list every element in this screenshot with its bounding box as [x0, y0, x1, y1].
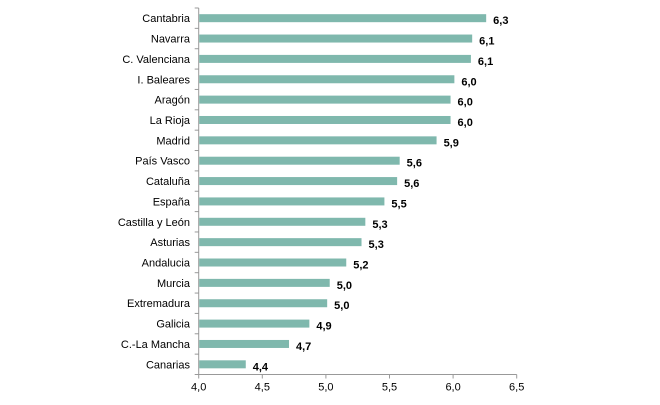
- bar: [199, 54, 471, 63]
- bar: [199, 34, 473, 43]
- x-tick-label: 4,0: [191, 382, 206, 394]
- data-label: 6,1: [478, 56, 493, 68]
- bar: [199, 299, 328, 308]
- data-label: 5,2: [353, 260, 368, 272]
- category-label: Murcia: [157, 278, 191, 290]
- data-label: 5,0: [337, 280, 352, 292]
- bar: [199, 95, 451, 104]
- bar: [199, 177, 398, 186]
- category-label: Asturias: [150, 237, 190, 249]
- x-tick-label: 5,5: [382, 382, 397, 394]
- x-tick-label: 5,0: [318, 382, 333, 394]
- bar: [199, 14, 487, 23]
- bar: [199, 156, 400, 165]
- category-label: Andalucia: [142, 258, 191, 270]
- category-label: C.-La Mancha: [121, 339, 191, 351]
- category-label: Navarra: [151, 34, 191, 46]
- category-label: Cantabria: [142, 13, 191, 25]
- category-label: Castilla y León: [118, 217, 190, 229]
- category-label: País Vasco: [135, 156, 190, 168]
- data-label: 5,3: [369, 239, 384, 251]
- bar: [199, 360, 246, 369]
- data-label: 5,3: [372, 219, 387, 231]
- category-label: Cataluña: [146, 176, 191, 188]
- category-label: España: [153, 196, 191, 208]
- data-label: 4,9: [316, 321, 331, 333]
- data-label: 5,6: [404, 178, 419, 190]
- data-label: 6,0: [458, 117, 473, 129]
- x-tick-label: 6,5: [509, 382, 524, 394]
- category-label: Galicia: [156, 319, 191, 331]
- data-label: 6,0: [461, 76, 476, 88]
- bar: [199, 339, 290, 348]
- bar: [199, 278, 330, 287]
- category-label: I. Baleares: [137, 74, 190, 86]
- data-label: 4,4: [253, 361, 269, 373]
- bar: [199, 136, 437, 145]
- bar: [199, 238, 362, 247]
- category-label: Extremadura: [127, 298, 191, 310]
- x-tick-label: 4,5: [255, 382, 270, 394]
- category-label: Canarias: [146, 359, 191, 371]
- bar: [199, 319, 310, 328]
- bar: [199, 217, 366, 226]
- bar: [199, 197, 385, 206]
- category-label: Madrid: [156, 135, 190, 147]
- data-label: 6,3: [493, 15, 508, 27]
- category-label: C. Valenciana: [122, 54, 191, 66]
- category-label: La Rioja: [150, 115, 191, 127]
- data-label: 5,5: [391, 198, 406, 210]
- data-label: 6,1: [479, 36, 494, 48]
- bar: [199, 75, 455, 84]
- category-label: Aragón: [155, 95, 190, 107]
- data-label: 6,0: [458, 97, 473, 109]
- data-label: 5,6: [407, 158, 422, 170]
- data-label: 5,9: [444, 137, 459, 149]
- x-tick-label: 6,0: [445, 382, 460, 394]
- data-label: 5,0: [334, 300, 349, 312]
- data-label: 4,7: [296, 341, 311, 353]
- bar: [199, 258, 347, 267]
- bar: [199, 115, 451, 124]
